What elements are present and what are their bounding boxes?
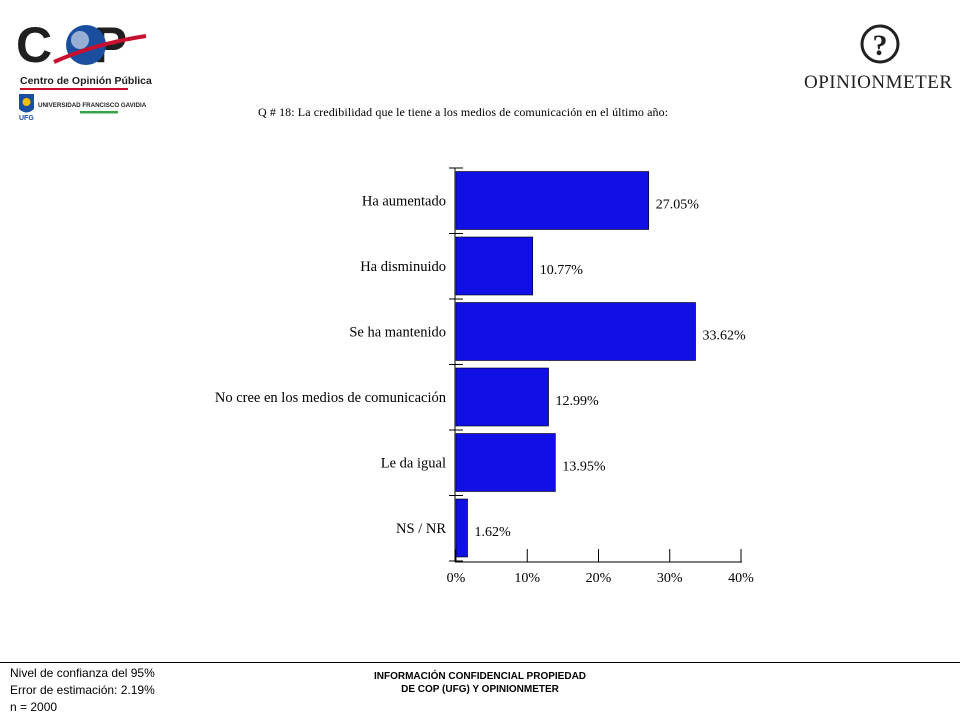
- bar-le-da-igual: [455, 433, 556, 492]
- bar-no-cree-en-los-medios-de-comunicacion: [455, 367, 549, 427]
- y-ticks-group: [449, 167, 463, 562]
- value-labels-group: 27.05% 10.77% 33.62% 12.99% 13.95% 1.62%: [475, 198, 746, 541]
- value-label-ns-nr: 1.62%: [475, 525, 512, 540]
- x-tick-label: 0%: [447, 571, 466, 586]
- confidence-level: Nivel de confianza del 95%: [10, 666, 155, 680]
- cop-logo: C P Centro de Opinión Pública UFG UNIVER…: [16, 17, 152, 122]
- globe-icon: [53, 25, 147, 65]
- x-ticks-group: 0% 10% 20% 30% 40%: [447, 549, 754, 586]
- category-label-ha-disminuido: Ha disminuido: [360, 259, 446, 275]
- svg-text:?: ?: [873, 29, 888, 62]
- ufg-shield-icon: [19, 94, 34, 113]
- bar-ha-disminuido: [455, 236, 534, 296]
- value-label-no-cree-en-los-medios-de-comunicacion: 12.99%: [556, 394, 600, 409]
- category-label-le-da-igual: Le da igual: [381, 456, 446, 472]
- category-label-ns-nr: NS / NR: [396, 521, 446, 537]
- bar-ns-nr: [455, 498, 468, 558]
- cop-subtitle: Centro de Opinión Pública: [20, 75, 152, 87]
- ufg-abbr: UFG: [19, 115, 34, 122]
- value-label-ha-disminuido: 10.77%: [540, 263, 584, 278]
- bar-chart: Ha aumentado Ha disminuido Se ha mantenido…: [215, 167, 754, 586]
- value-label-ha-aumentado: 27.05%: [656, 198, 700, 213]
- x-tick-label: 20%: [586, 571, 612, 586]
- sample-size: n = 2000: [10, 700, 58, 714]
- university-name: UNIVERSIDAD FRANCISCO GAVIDIA: [38, 102, 147, 109]
- footer-divider: [0, 662, 960, 663]
- category-label-se-ha-mantenido: Se ha mantenido: [349, 325, 446, 341]
- category-label-ha-aumentado: Ha aumentado: [362, 194, 446, 210]
- x-tick-label: 40%: [728, 571, 754, 586]
- bar-ha-aumentado: [455, 171, 650, 230]
- estimation-error: Error de estimación: 2.19%: [10, 683, 155, 697]
- x-tick-label: 10%: [514, 571, 540, 586]
- value-label-le-da-igual: 13.95%: [562, 460, 606, 475]
- value-label-se-ha-mantenido: 33.62%: [703, 329, 747, 344]
- bar-se-ha-mantenido: [455, 302, 696, 361]
- opinionmeter-logo: ? OPINIONMETER: [804, 24, 953, 93]
- x-tick-label: 30%: [657, 571, 683, 586]
- opinionmeter-wordmark: OPINIONMETER: [804, 72, 953, 93]
- confidential-notice-line1: INFORMACIÓN CONFIDENCIAL PROPIEDAD: [373, 671, 587, 682]
- category-labels-group: Ha aumentado Ha disminuido Se ha mantenido…: [215, 194, 447, 538]
- bars-group: [455, 171, 696, 558]
- confidential-notice-line2: DE COP (UFG) Y OPINIONMETER: [401, 684, 559, 695]
- category-label-no-cree-en-los-medios-de-comunicacion: No cree en los medios de comunicación: [215, 390, 447, 406]
- question-circle-icon: ?: [860, 24, 900, 64]
- chart-title: Q # 18: La credibilidad que le tiene a l…: [258, 105, 669, 119]
